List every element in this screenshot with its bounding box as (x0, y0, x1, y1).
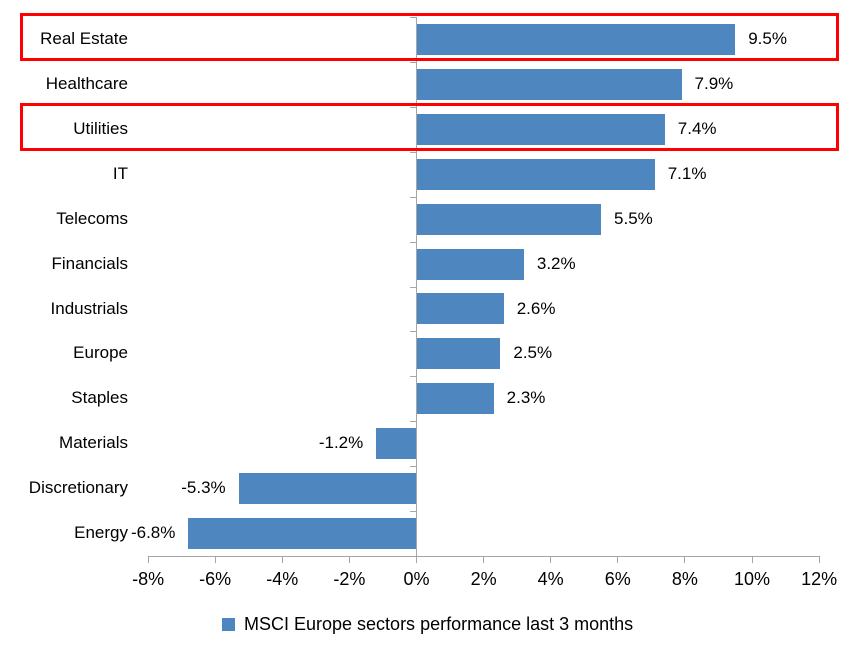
bar-discretionary (238, 473, 417, 505)
x-axis-tick-label-10-: 10% (733, 569, 771, 589)
chart-legend: MSCI Europe sectors performance last 3 m… (222, 610, 633, 638)
legend-label: MSCI Europe sectors performance last 3 m… (244, 613, 634, 634)
value-label-materials: -1.2% (318, 433, 364, 453)
value-label-staples: 2.3% (506, 388, 546, 408)
y-axis-tick (410, 511, 416, 513)
category-label-utilities: Utilities (73, 118, 128, 138)
bar-utilities (416, 113, 665, 145)
category-label-telecoms: Telecoms (56, 208, 128, 228)
x-axis-tick (348, 556, 350, 563)
x-axis-tick-label-0-: 0% (403, 569, 430, 589)
value-label-industrials: 2.6% (516, 298, 556, 318)
x-axis-tick (483, 556, 485, 563)
x-axis-tick-label-12-: 12% (801, 569, 838, 589)
bar-financials (416, 248, 524, 280)
value-label-it: 7.1% (667, 163, 707, 183)
value-label-europe: 2.5% (513, 343, 553, 363)
x-axis-tick-label--4-: -4% (266, 569, 299, 589)
category-label-industrials: Industrials (50, 298, 128, 318)
value-label-healthcare: 7.9% (694, 73, 734, 93)
bar-energy (188, 518, 417, 550)
y-axis-tick (410, 17, 416, 18)
category-label-staples: Staples (71, 388, 128, 408)
x-axis-tick (147, 556, 149, 563)
bar-staples (416, 383, 494, 415)
x-axis-tick-label--2-: -2% (333, 569, 366, 589)
x-axis-tick-label-2-: 2% (470, 569, 497, 589)
category-label-it: IT (112, 163, 128, 183)
y-axis-tick (410, 241, 416, 243)
category-label-materials: Materials (59, 433, 128, 453)
category-label-discretionary: Discretionary (28, 478, 128, 498)
legend-marker-square (222, 617, 235, 631)
highlight-box-utilities (20, 102, 839, 151)
category-label-europe: Europe (73, 343, 128, 363)
x-axis-tick (818, 556, 820, 563)
x-axis-tick-label-4-: 4% (537, 569, 564, 589)
x-axis-tick-label-6-: 6% (604, 569, 631, 589)
category-label-real-estate: Real Estate (40, 29, 128, 48)
bar-telecoms (416, 203, 602, 235)
y-axis-tick (410, 421, 416, 423)
value-label-financials: 3.2% (536, 253, 576, 273)
highlight-box-real-estate (20, 13, 839, 61)
x-axis-tick (214, 556, 216, 563)
x-axis-tick (281, 556, 283, 563)
x-axis-tick (751, 556, 753, 563)
x-axis-tick-label-8-: 8% (671, 569, 698, 589)
category-label-energy: Energy (74, 523, 128, 543)
value-label-energy: -6.8% (130, 523, 176, 543)
category-label-financials: Financials (51, 253, 128, 273)
x-axis-tick (550, 556, 552, 563)
x-axis-tick (416, 556, 417, 563)
bar-materials (376, 428, 417, 460)
x-axis-tick (617, 556, 619, 563)
y-axis-tick (410, 106, 416, 108)
value-label-utilities: 7.4% (677, 118, 717, 138)
bar-healthcare (416, 68, 682, 100)
y-axis-tick (410, 376, 416, 378)
y-axis-tick (410, 331, 416, 333)
y-axis-tick (410, 466, 416, 468)
y-axis-tick (410, 151, 416, 153)
x-axis-tick-label--8-: -8% (132, 569, 165, 589)
value-label-discretionary: -5.3% (181, 478, 226, 498)
category-label-healthcare: Healthcare (45, 73, 128, 93)
y-axis-tick (410, 286, 416, 288)
y-axis-tick (410, 61, 416, 63)
value-label-telecoms: 5.5% (614, 208, 653, 228)
bar-real-estate (416, 23, 736, 55)
x-axis-tick (684, 556, 686, 563)
bar-industrials (416, 293, 504, 325)
bar-europe (416, 338, 501, 370)
y-axis-tick (410, 196, 416, 198)
y-axis-line (416, 17, 417, 556)
bar-it (416, 158, 655, 190)
value-label-real-estate: 9.5% (748, 29, 787, 48)
x-axis-tick-label--6-: -6% (199, 569, 232, 589)
